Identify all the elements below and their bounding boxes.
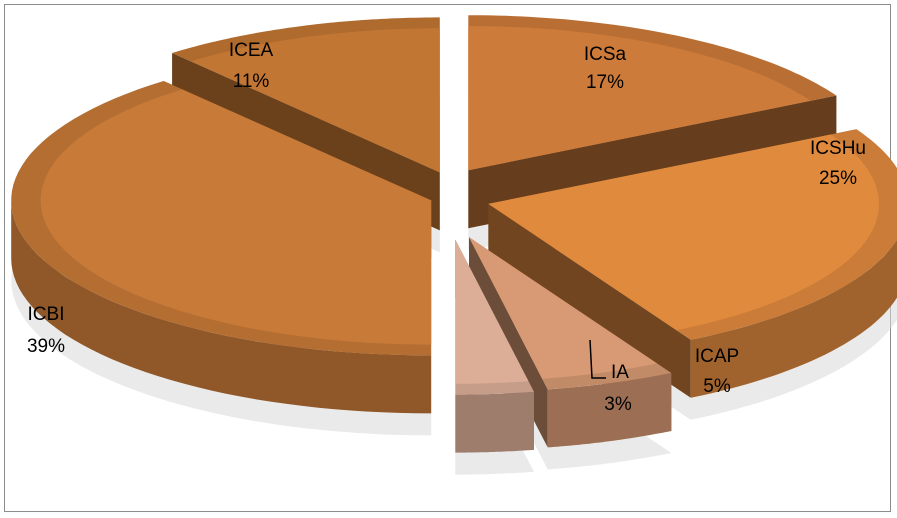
- slice-name-label: ICSHu: [810, 138, 866, 159]
- slice-name-label: ICBI: [28, 304, 65, 325]
- slice-top-face: [40, 89, 432, 345]
- slice-name-label: ICAP: [695, 346, 739, 367]
- slice-top-face: [488, 134, 879, 331]
- slice-name-label: IA: [611, 362, 629, 383]
- slice-name-label: ICEA: [229, 40, 274, 61]
- slice-side: [11, 200, 432, 414]
- slice-percent-label: 3%: [604, 394, 632, 415]
- slice-side: [547, 373, 672, 448]
- slice-labels: ICSa 17% ICSHu 25% ICAP 5% IA 3% ICBI 39% ICEA 11%: [27, 40, 866, 415]
- pie-slices: [11, 15, 897, 453]
- slice-icshu: [488, 129, 897, 398]
- slice-percent-label: 25%: [819, 168, 857, 189]
- slice-top-face: [455, 239, 529, 384]
- slice-percent-label: 5%: [703, 376, 731, 397]
- label-leader-line: [589, 339, 606, 379]
- slice-ia: [455, 239, 534, 453]
- slice-icbi: [11, 81, 432, 414]
- slice-wall: [488, 203, 691, 398]
- slice-top-face: [468, 26, 811, 171]
- slice-percent-label: 11%: [233, 71, 270, 92]
- slice-top-face: [469, 237, 658, 379]
- slice-top-face: [190, 28, 440, 173]
- slice-side: [690, 239, 897, 398]
- slice-name-label: ICSa: [584, 44, 627, 65]
- slice-percent-label: 39%: [27, 336, 65, 357]
- slice-side: [455, 391, 534, 453]
- slice-percent-label: 17%: [586, 72, 624, 93]
- slice-icap: [469, 237, 672, 448]
